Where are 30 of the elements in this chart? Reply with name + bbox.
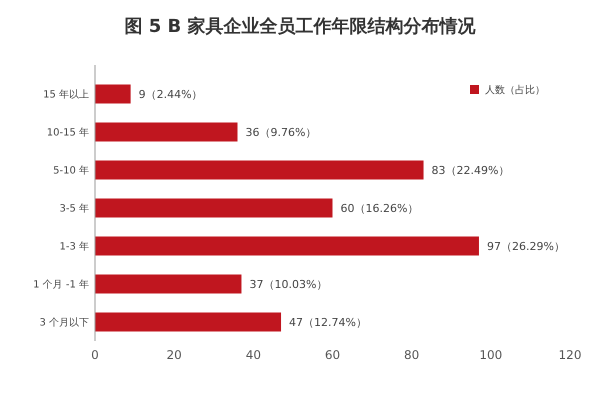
y-tick-label: 3 个月以下 <box>39 316 89 328</box>
x-tick-label: 0 <box>91 348 99 362</box>
data-label: 60（16.26%） <box>340 202 418 215</box>
x-tick-label: 60 <box>324 348 340 362</box>
bar <box>95 236 479 256</box>
data-label: 97（26.29%） <box>486 240 565 253</box>
data-label: 47（12.74%） <box>289 316 367 329</box>
bar <box>95 160 424 180</box>
data-label: 37（10.03%） <box>249 278 328 291</box>
legend-label: 人数（占比） <box>485 84 545 96</box>
chart-title: 图 5 B 家具企业全员工作年限结构分布情况 <box>124 16 477 37</box>
x-tick-label: 120 <box>558 348 582 362</box>
bar <box>95 198 332 218</box>
y-tick-label: 5-10 年 <box>53 164 89 176</box>
y-tick-label: 1 个月 -1 年 <box>33 278 89 290</box>
data-label: 9（2.44%） <box>138 88 203 101</box>
data-label: 36（9.76%） <box>246 126 316 139</box>
bar <box>95 84 131 104</box>
data-label: 83（22.49%） <box>432 164 510 177</box>
bar <box>95 274 242 294</box>
x-tick-label: 80 <box>404 348 420 362</box>
x-tick-label: 20 <box>166 348 182 362</box>
y-tick-label: 10-15 年 <box>46 126 89 138</box>
y-tick-label: 1-3 年 <box>59 240 89 252</box>
y-tick-label: 3-5 年 <box>59 202 89 214</box>
x-tick-label: 100 <box>479 348 502 362</box>
y-tick-label: 15 年以上 <box>43 88 89 100</box>
bar <box>95 122 238 142</box>
bar <box>95 312 282 332</box>
x-tick-label: 40 <box>246 348 261 362</box>
